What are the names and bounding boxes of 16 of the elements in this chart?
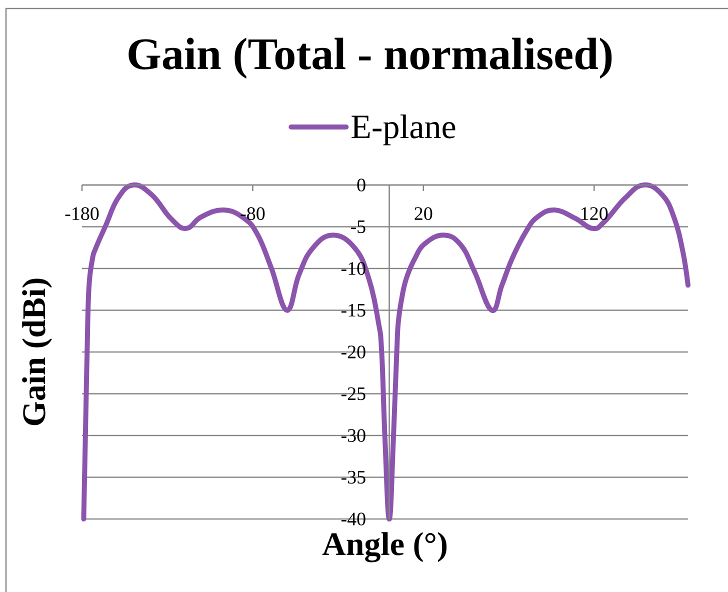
y-tick-label: -40	[341, 512, 366, 526]
legend-label: E-plane	[352, 114, 456, 146]
y-axis-title: Gain (dBi)	[22, 278, 52, 426]
y-tick-label: -35	[341, 470, 366, 484]
y-tick-label: -30	[341, 429, 366, 442]
y-tick-label: -20	[341, 346, 366, 358]
y-tick-label: -5	[350, 220, 366, 234]
x-tick-label: -180	[65, 207, 99, 220]
chart-title: Gain (Total - normalised)	[128, 38, 612, 79]
x-tick-label: 20	[414, 207, 432, 220]
x-tick-label: 120	[582, 207, 608, 220]
y-tick-label: -15	[341, 304, 366, 317]
x-axis-title: Angle (°)	[322, 532, 447, 562]
x-tick-label: -80	[240, 207, 265, 220]
y-tick-label: -25	[341, 387, 366, 400]
y-tick-label: 0	[357, 178, 366, 192]
